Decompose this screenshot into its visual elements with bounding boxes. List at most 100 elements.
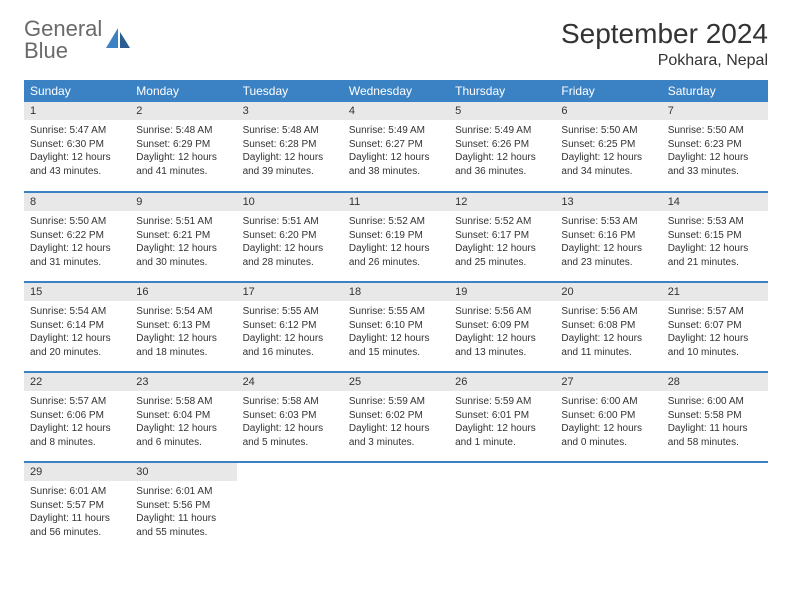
col-tuesday: Tuesday [237, 80, 343, 102]
day-details: Sunrise: 5:53 AMSunset: 6:16 PMDaylight:… [555, 211, 661, 275]
daylight-line1: Daylight: 12 hours [243, 332, 337, 346]
daylight-line1: Daylight: 12 hours [243, 242, 337, 256]
day-number: 18 [343, 283, 449, 301]
day-details: Sunrise: 5:48 AMSunset: 6:29 PMDaylight:… [130, 120, 236, 184]
col-sunday: Sunday [24, 80, 130, 102]
day-details: Sunrise: 5:53 AMSunset: 6:15 PMDaylight:… [662, 211, 768, 275]
sunrise-text: Sunrise: 5:58 AM [243, 395, 337, 409]
calendar-week: 29Sunrise: 6:01 AMSunset: 5:57 PMDayligh… [24, 462, 768, 552]
sunset-text: Sunset: 6:14 PM [30, 319, 124, 333]
calendar-cell: 2Sunrise: 5:48 AMSunset: 6:29 PMDaylight… [130, 102, 236, 192]
calendar-cell: 26Sunrise: 5:59 AMSunset: 6:01 PMDayligh… [449, 372, 555, 462]
daylight-line2: and 3 minutes. [349, 436, 443, 450]
day-details: Sunrise: 5:58 AMSunset: 6:03 PMDaylight:… [237, 391, 343, 455]
calendar-cell: 9Sunrise: 5:51 AMSunset: 6:21 PMDaylight… [130, 192, 236, 282]
day-number: 20 [555, 283, 661, 301]
daylight-line1: Daylight: 12 hours [455, 422, 549, 436]
daylight-line2: and 41 minutes. [136, 165, 230, 179]
sunrise-text: Sunrise: 5:54 AM [136, 305, 230, 319]
daylight-line2: and 16 minutes. [243, 346, 337, 360]
day-number: 9 [130, 193, 236, 211]
daylight-line2: and 38 minutes. [349, 165, 443, 179]
calendar-cell: 6Sunrise: 5:50 AMSunset: 6:25 PMDaylight… [555, 102, 661, 192]
daylight-line1: Daylight: 12 hours [668, 242, 762, 256]
day-details: Sunrise: 6:00 AMSunset: 6:00 PMDaylight:… [555, 391, 661, 455]
sunset-text: Sunset: 6:19 PM [349, 229, 443, 243]
sunset-text: Sunset: 6:27 PM [349, 138, 443, 152]
day-details: Sunrise: 5:51 AMSunset: 6:21 PMDaylight:… [130, 211, 236, 275]
daylight-line2: and 6 minutes. [136, 436, 230, 450]
sunrise-text: Sunrise: 5:59 AM [349, 395, 443, 409]
sunrise-text: Sunrise: 5:59 AM [455, 395, 549, 409]
calendar-body: 1Sunrise: 5:47 AMSunset: 6:30 PMDaylight… [24, 102, 768, 552]
sunset-text: Sunset: 5:58 PM [668, 409, 762, 423]
sunset-text: Sunset: 6:30 PM [30, 138, 124, 152]
sunrise-text: Sunrise: 5:52 AM [455, 215, 549, 229]
day-details: Sunrise: 5:55 AMSunset: 6:12 PMDaylight:… [237, 301, 343, 365]
daylight-line1: Daylight: 12 hours [668, 332, 762, 346]
day-details: Sunrise: 5:56 AMSunset: 6:09 PMDaylight:… [449, 301, 555, 365]
daylight-line2: and 0 minutes. [561, 436, 655, 450]
daylight-line2: and 30 minutes. [136, 256, 230, 270]
sunrise-text: Sunrise: 5:57 AM [668, 305, 762, 319]
daylight-line2: and 34 minutes. [561, 165, 655, 179]
day-details: Sunrise: 6:01 AMSunset: 5:57 PMDaylight:… [24, 481, 130, 545]
daylight-line1: Daylight: 12 hours [30, 332, 124, 346]
daylight-line2: and 13 minutes. [455, 346, 549, 360]
day-details: Sunrise: 6:01 AMSunset: 5:56 PMDaylight:… [130, 481, 236, 545]
sunrise-text: Sunrise: 5:58 AM [136, 395, 230, 409]
sunrise-text: Sunrise: 5:49 AM [349, 124, 443, 138]
col-friday: Friday [555, 80, 661, 102]
day-details: Sunrise: 5:52 AMSunset: 6:19 PMDaylight:… [343, 211, 449, 275]
day-details: Sunrise: 5:55 AMSunset: 6:10 PMDaylight:… [343, 301, 449, 365]
sunrise-text: Sunrise: 5:54 AM [30, 305, 124, 319]
day-number: 2 [130, 102, 236, 120]
sunrise-text: Sunrise: 5:48 AM [136, 124, 230, 138]
day-number: 4 [343, 102, 449, 120]
daylight-line2: and 33 minutes. [668, 165, 762, 179]
calendar-cell: .. [343, 462, 449, 552]
calendar-cell: .. [662, 462, 768, 552]
sunset-text: Sunset: 6:25 PM [561, 138, 655, 152]
calendar-cell: 28Sunrise: 6:00 AMSunset: 5:58 PMDayligh… [662, 372, 768, 462]
daylight-line2: and 18 minutes. [136, 346, 230, 360]
day-number: 14 [662, 193, 768, 211]
sunrise-text: Sunrise: 5:47 AM [30, 124, 124, 138]
sunset-text: Sunset: 6:20 PM [243, 229, 337, 243]
title-block: September 2024 Pokhara, Nepal [561, 18, 768, 70]
calendar-cell: 24Sunrise: 5:58 AMSunset: 6:03 PMDayligh… [237, 372, 343, 462]
daylight-line2: and 55 minutes. [136, 526, 230, 540]
col-monday: Monday [130, 80, 236, 102]
sunset-text: Sunset: 6:06 PM [30, 409, 124, 423]
daylight-line1: Daylight: 12 hours [30, 422, 124, 436]
day-details: Sunrise: 5:58 AMSunset: 6:04 PMDaylight:… [130, 391, 236, 455]
sunset-text: Sunset: 6:15 PM [668, 229, 762, 243]
day-details: Sunrise: 6:00 AMSunset: 5:58 PMDaylight:… [662, 391, 768, 455]
sunset-text: Sunset: 6:04 PM [136, 409, 230, 423]
logo-word1: General [24, 18, 102, 40]
day-details: Sunrise: 5:48 AMSunset: 6:28 PMDaylight:… [237, 120, 343, 184]
calendar-cell: 8Sunrise: 5:50 AMSunset: 6:22 PMDaylight… [24, 192, 130, 282]
header: General Blue September 2024 Pokhara, Nep… [24, 18, 768, 70]
day-details: Sunrise: 5:56 AMSunset: 6:08 PMDaylight:… [555, 301, 661, 365]
sunrise-text: Sunrise: 5:55 AM [349, 305, 443, 319]
daylight-line2: and 26 minutes. [349, 256, 443, 270]
daylight-line2: and 36 minutes. [455, 165, 549, 179]
calendar-cell: .. [237, 462, 343, 552]
sunrise-text: Sunrise: 5:53 AM [561, 215, 655, 229]
day-number: 28 [662, 373, 768, 391]
calendar-cell: 14Sunrise: 5:53 AMSunset: 6:15 PMDayligh… [662, 192, 768, 282]
day-number: 29 [24, 463, 130, 481]
calendar-week: 1Sunrise: 5:47 AMSunset: 6:30 PMDaylight… [24, 102, 768, 192]
sunset-text: Sunset: 6:26 PM [455, 138, 549, 152]
day-details: Sunrise: 5:57 AMSunset: 6:06 PMDaylight:… [24, 391, 130, 455]
sunset-text: Sunset: 6:09 PM [455, 319, 549, 333]
daylight-line2: and 15 minutes. [349, 346, 443, 360]
sunset-text: Sunset: 6:13 PM [136, 319, 230, 333]
sunset-text: Sunset: 5:56 PM [136, 499, 230, 513]
sunrise-text: Sunrise: 5:48 AM [243, 124, 337, 138]
calendar-cell: 21Sunrise: 5:57 AMSunset: 6:07 PMDayligh… [662, 282, 768, 372]
day-number: 22 [24, 373, 130, 391]
sunset-text: Sunset: 6:29 PM [136, 138, 230, 152]
day-number: 16 [130, 283, 236, 301]
